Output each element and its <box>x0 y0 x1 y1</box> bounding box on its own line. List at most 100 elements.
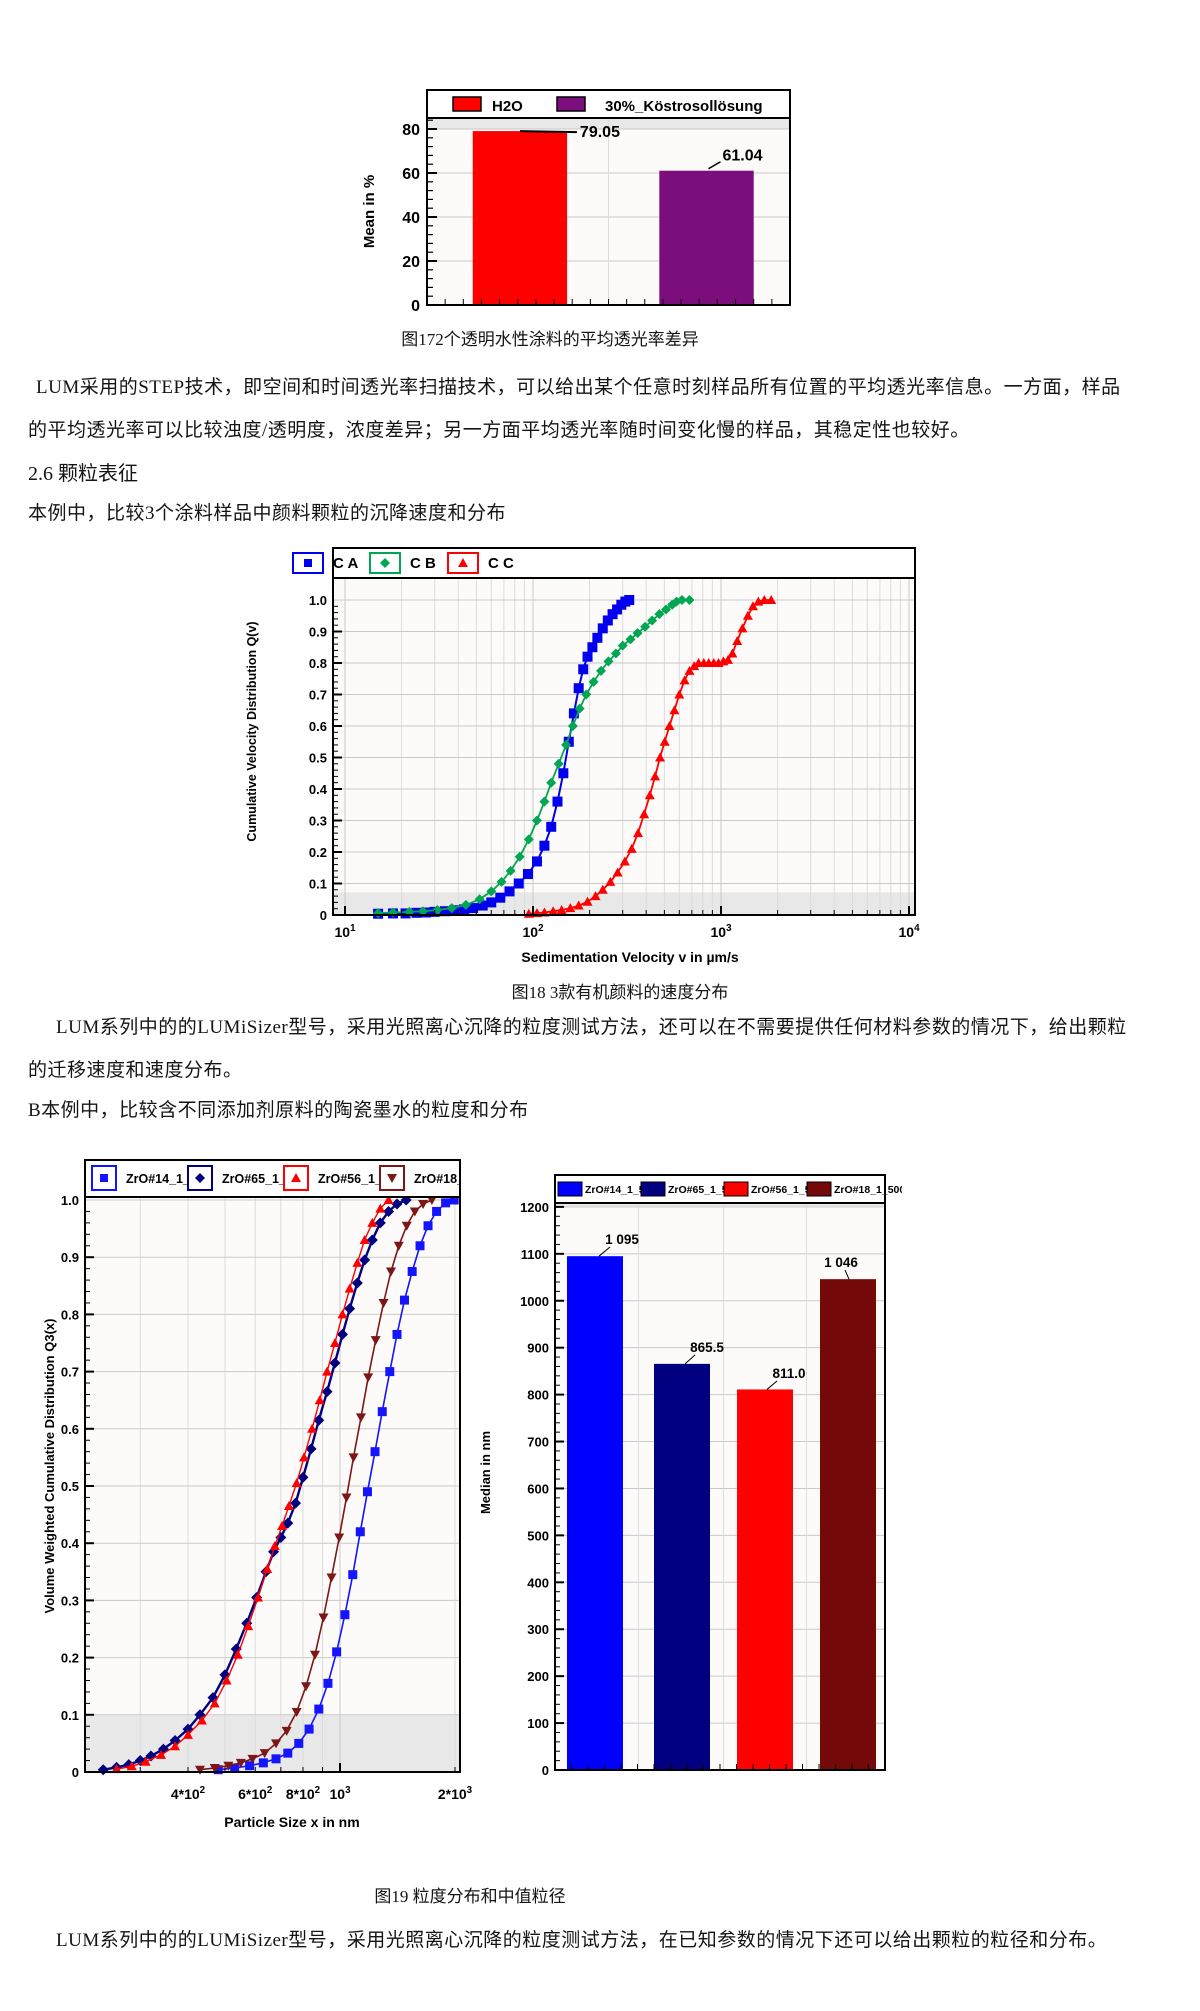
bar-value-label: 79.05 <box>580 124 620 141</box>
y-tick-label: 1200 <box>520 1200 549 1215</box>
legend-swatch <box>557 1181 583 1197</box>
paragraph-step-line2: 的平均透光率可以比较浊度/透明度，浓度差异；另一方面平均透光率随时间变化慢的样品… <box>28 420 970 441</box>
paragraph-conclusion: LUM系列中的的LUMiSizer型号，采用光照离心沉降的粒度测试方法，在已知参… <box>56 1930 1108 1951</box>
bar-ZrO#56_1_500 <box>737 1389 793 1770</box>
legend-label: ZrO#65_1_500 <box>668 1184 739 1196</box>
y-tick-label: 1100 <box>521 1247 549 1262</box>
legend-label: ZrO#18_1_500 <box>414 1172 485 1186</box>
y-tick-label: 800 <box>527 1388 549 1403</box>
figure19-caption: 图19 粒度分布和中值粒径 <box>374 1887 566 1906</box>
y-axis-title: Volume Weighted Cumulative Distribution … <box>42 1319 57 1614</box>
x-tick-label: 103 <box>329 1785 351 1802</box>
y-tick-label: 600 <box>527 1481 549 1496</box>
y-tick-label: 0 <box>72 1765 79 1780</box>
y-tick-label: 1.0 <box>309 593 327 608</box>
y-tick-label: 40 <box>402 210 420 227</box>
figure17-mean-transmission-bar-chart: 79.05 61.04 0 20 40 60 80 Mean in % H2O 30%_Köstr… <box>361 89 791 315</box>
legend <box>332 547 916 579</box>
paragraph-ceramic-ink-intro: B本例中，比较含不同添加剂原料的陶瓷墨水的粒度和分布 <box>28 1100 529 1121</box>
legend-label: C A <box>333 555 358 572</box>
x-tick-label: 101 <box>334 923 356 940</box>
figure18-caption: 图18 3款有机颜料的速度分布 <box>511 983 729 1002</box>
paragraph-example-intro: 本例中，比较3个涂料样品中颜料颗粒的沉降速度和分布 <box>28 503 507 524</box>
y-tick-label: 0.8 <box>61 1307 79 1322</box>
x-axis-title: Sedimentation Velocity v in µm/s <box>521 949 739 965</box>
y-tick-label: 900 <box>527 1341 549 1356</box>
legend-label: C C <box>488 555 514 572</box>
bar-value-label: 1 095 <box>605 1232 639 1247</box>
y-tick-label: 0.5 <box>61 1479 79 1494</box>
y-tick-label: 300 <box>527 1622 549 1637</box>
bar-value-label: 811.0 <box>772 1366 805 1381</box>
bar-30%_Köstrosollösung <box>659 170 754 305</box>
y-tick-label: 0.6 <box>61 1422 79 1437</box>
y-axis-title: Median in nm <box>478 1431 493 1514</box>
figure18-velocity-distribution-chart: 0 0.1 0.2 0.3 0.4 0.5 0.6 0.7 0.8 0.9 1.0 101 102 103… <box>245 547 920 965</box>
section-heading-2-6: 2.6 颗粒表征 <box>28 463 138 485</box>
bar-ZrO#65_1_500 <box>654 1363 710 1770</box>
y-tick-label: 0.1 <box>61 1708 79 1723</box>
y-tick-label: 0.9 <box>61 1250 79 1265</box>
x-tick-label: 2*103 <box>438 1785 473 1802</box>
legend-label: H2O <box>492 98 523 115</box>
y-tick-label: 200 <box>527 1669 549 1684</box>
y-tick-label: 1.0 <box>61 1193 79 1208</box>
legend-label: ZrO#18_1_500 <box>834 1184 902 1196</box>
bar-ZrO#18_1_500 <box>820 1279 876 1770</box>
y-axis-title: Cumulative Velocity Distribution Q(v) <box>245 621 259 841</box>
x-tick-label: 103 <box>710 923 732 940</box>
y-tick-label: 0.4 <box>61 1536 80 1551</box>
y-tick-label: 0.8 <box>309 656 327 671</box>
bar-H2O <box>472 131 568 305</box>
bar-value-label: 865.5 <box>690 1340 724 1355</box>
legend-swatch <box>723 1181 749 1197</box>
y-tick-label: 0.3 <box>61 1593 79 1608</box>
paragraph-step-line1: LUM采用的STEP技术，即空间和时间透光率扫描技术，可以给出某个任意时刻样品所… <box>36 377 1121 398</box>
y-tick-label: 0 <box>411 298 420 315</box>
figure19-median-bar-chart: 1 095 865.5 811.0 1 046 0 100 200 300 400 500 600 7… <box>478 1174 902 1778</box>
y-tick-label: 0.5 <box>309 751 327 766</box>
y-tick-label: 0.2 <box>309 845 327 860</box>
y-tick-label: 20 <box>402 254 420 271</box>
y-tick-label: 0.4 <box>309 782 328 797</box>
bar-value-label: 61.04 <box>723 148 763 165</box>
y-tick-label: 500 <box>527 1528 549 1543</box>
legend <box>426 89 791 119</box>
x-tick-label: 4*102 <box>171 1785 206 1802</box>
paragraph-lumisizer-line1: LUM系列中的的LUMiSizer型号，采用光照离心沉降的粒度测试方法，还可以在… <box>56 1017 1127 1038</box>
y-tick-label: 100 <box>527 1716 549 1731</box>
y-tick-label: 0.6 <box>309 719 327 734</box>
bar-value-label: 1 046 <box>824 1255 858 1270</box>
y-tick-label: 80 <box>402 122 420 139</box>
legend-swatch <box>556 96 586 112</box>
legend-swatch <box>452 96 482 112</box>
x-tick-label: 6*102 <box>238 1785 273 1802</box>
legend-label: ZrO#56_1_500 <box>751 1184 822 1196</box>
y-axis-title: Mean in % <box>361 175 378 248</box>
legend-label: ZrO#14_1_500 <box>585 1184 656 1196</box>
legend-label: 30%_Köstrosollösung <box>605 98 763 115</box>
y-tick-label: 60 <box>402 166 420 183</box>
y-tick-label: 0 <box>542 1763 549 1778</box>
y-tick-label: 0.1 <box>309 877 327 892</box>
legend-swatch <box>806 1181 832 1197</box>
figure17-caption: 图172个透明水性涂料的平均透光率差异 <box>401 330 699 349</box>
y-tick-label: 0.7 <box>61 1365 79 1380</box>
paragraph-lumisizer-line2: 的迁移速度和速度分布。 <box>28 1060 243 1081</box>
y-tick-label: 700 <box>527 1435 549 1450</box>
bar-ZrO#14_1_500 <box>567 1256 623 1770</box>
legend-label: C B <box>410 555 436 572</box>
y-tick-label: 400 <box>527 1575 549 1590</box>
x-tick-label: 8*102 <box>286 1785 321 1802</box>
y-tick-label: 0.7 <box>309 688 327 703</box>
y-tick-label: 0 <box>320 908 327 923</box>
x-tick-label: 102 <box>522 923 544 940</box>
legend-swatch <box>640 1181 666 1197</box>
y-tick-label: 0.3 <box>309 814 327 829</box>
y-tick-label: 0.2 <box>61 1651 79 1666</box>
y-tick-label: 1000 <box>520 1294 549 1309</box>
x-tick-label: 104 <box>898 923 920 940</box>
y-tick-label: 0.9 <box>309 625 327 640</box>
x-axis-title: Particle Size x in nm <box>224 1814 359 1830</box>
